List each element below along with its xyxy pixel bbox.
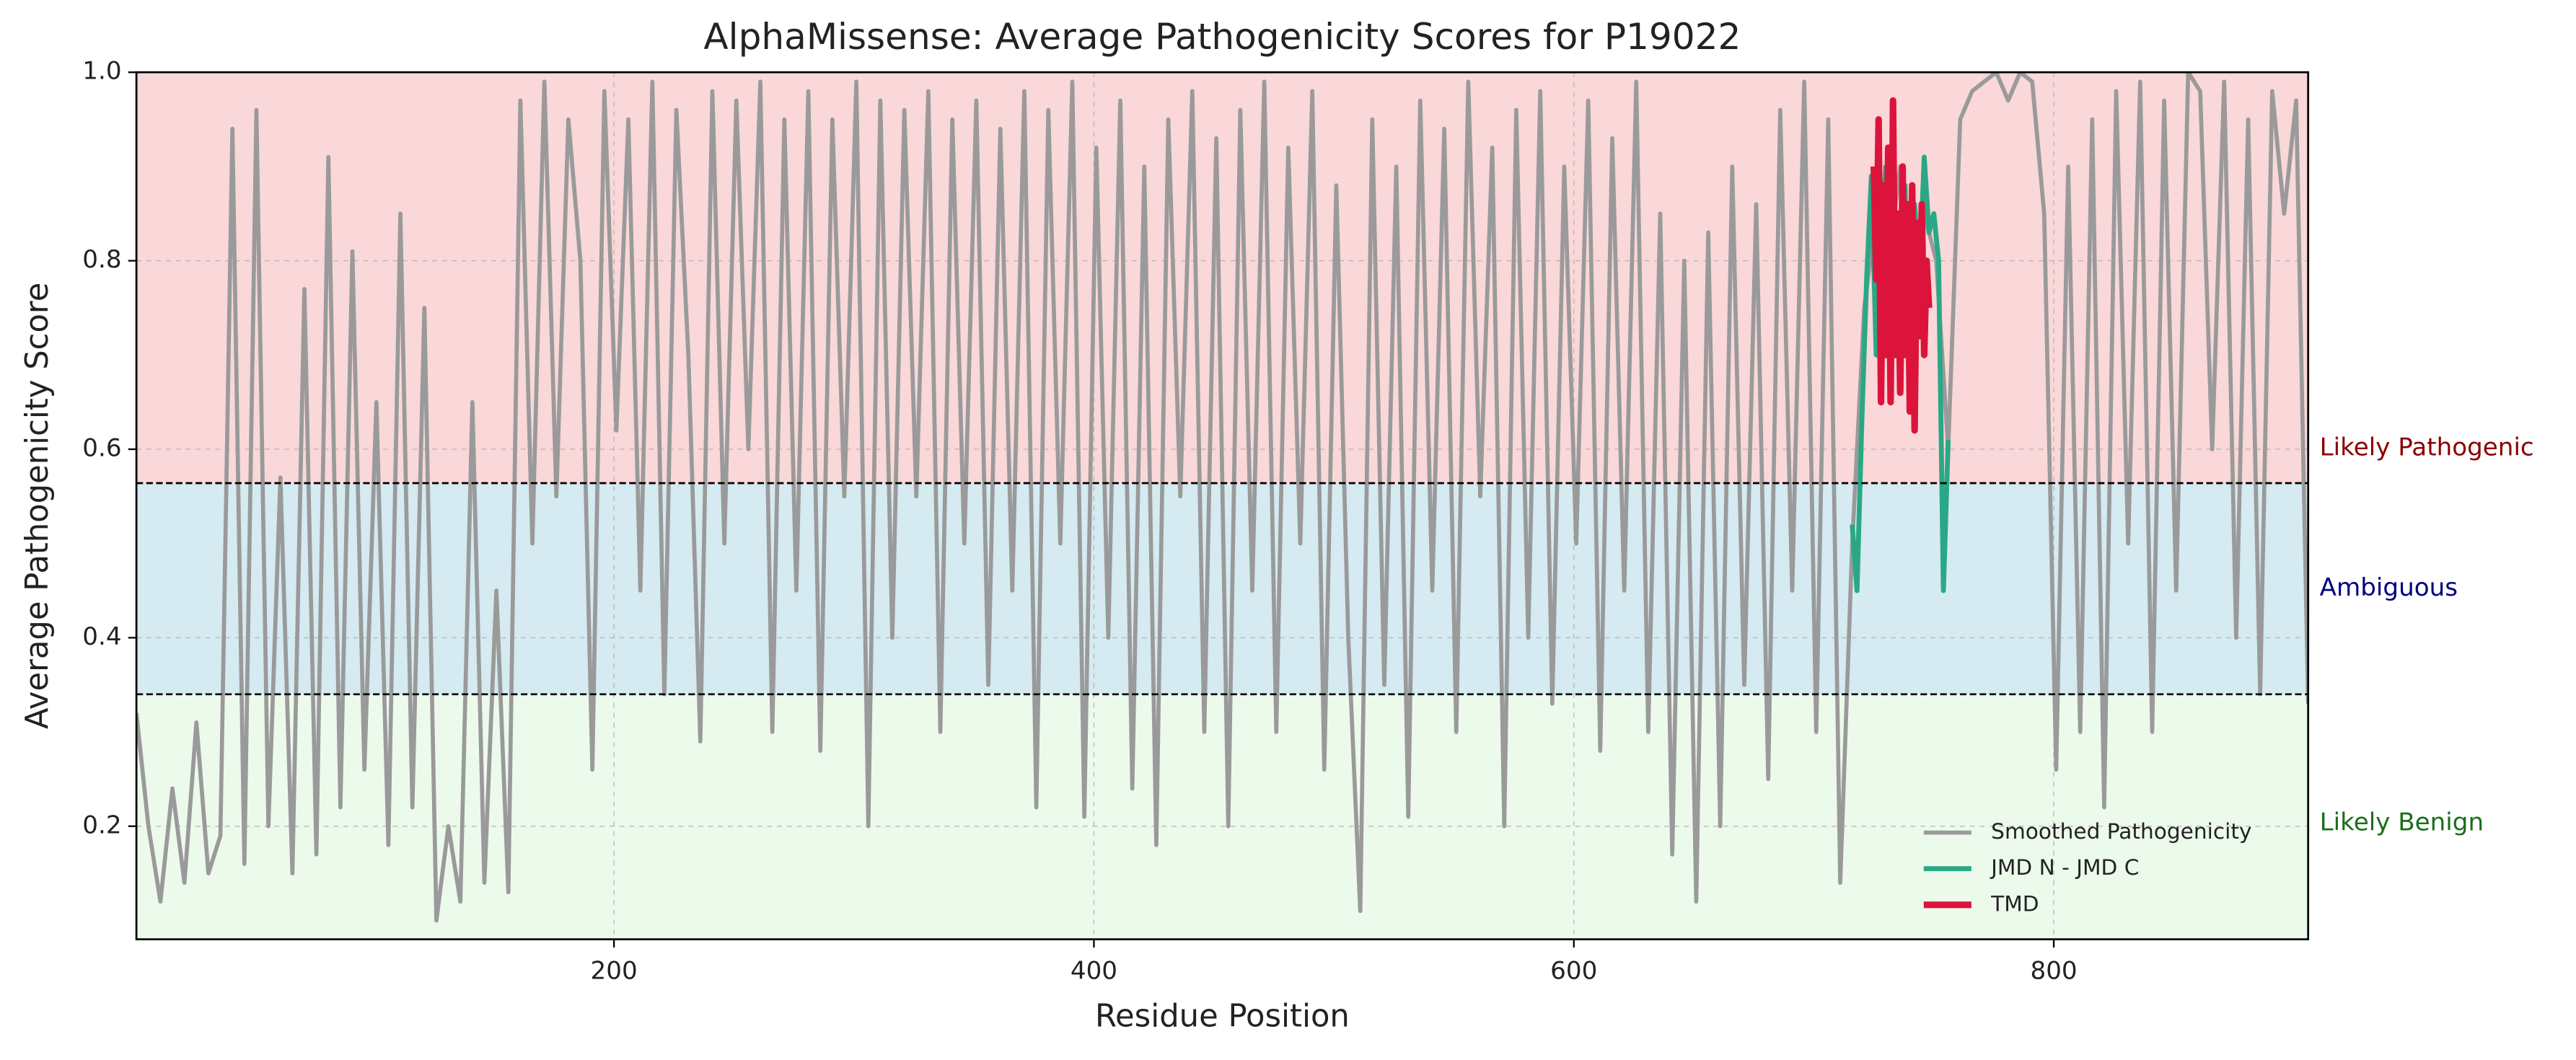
band (136, 694, 2308, 940)
x-tick-label: 200 (591, 957, 638, 986)
x-tick-label: 400 (1071, 957, 1117, 986)
y-axis-label: Average Pathogenicity Score (19, 283, 56, 730)
band-label: Ambiguous (2320, 573, 2458, 602)
y-tick-label: 0.6 (82, 433, 121, 462)
x-axis-label: Residue Position (1095, 998, 1350, 1034)
y-tick-label: 0.8 (82, 245, 121, 274)
plot-frame (135, 71, 2310, 940)
y-tick-label: 0.4 (82, 622, 121, 651)
chart-title: AlphaMissense: Average Pathogenicity Sco… (703, 15, 1741, 58)
x-tick-label: 800 (2030, 957, 2077, 986)
legend-label: Smoothed Pathogenicity (1991, 819, 2251, 844)
band-label: Likely Benign (2320, 808, 2484, 836)
series-line (1871, 97, 1933, 434)
x-tick-label: 600 (1550, 957, 1597, 986)
y-tick-label: 1.0 (82, 57, 121, 86)
band-label: Likely Pathogenic (2320, 433, 2534, 462)
y-tick-label: 0.2 (82, 811, 121, 839)
legend-label: TMD (1990, 891, 2039, 916)
legend-label: JMD N - JMD C (1990, 855, 2139, 880)
